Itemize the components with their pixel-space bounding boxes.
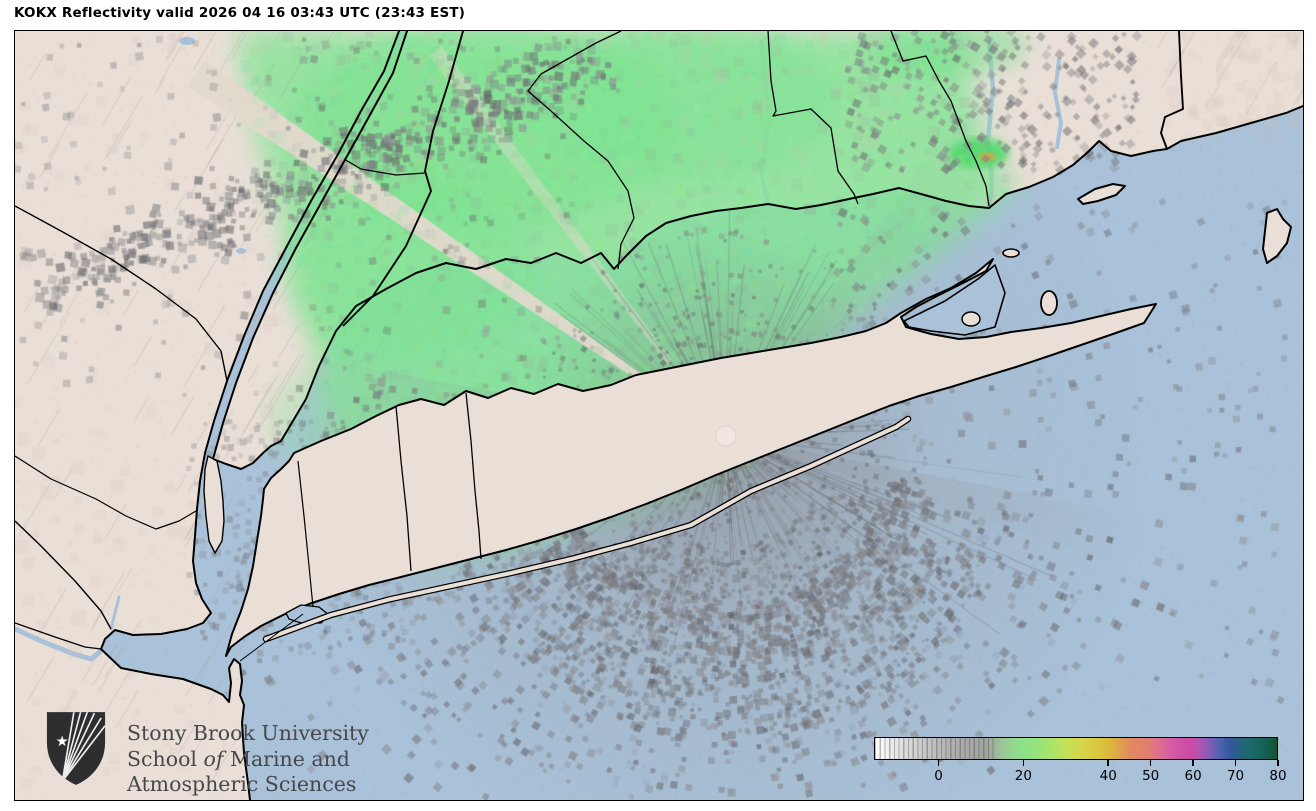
long-island-outline	[225, 258, 1157, 657]
colorbar-tick	[1234, 760, 1237, 766]
colorbar-tick	[1022, 760, 1025, 766]
colorbar-tick	[1192, 760, 1194, 766]
manhattan-outline	[203, 455, 225, 554]
colorbar-tick	[1149, 760, 1152, 766]
reflectivity-colorbar: 0 20 40 50 60 70 80	[874, 737, 1290, 793]
shield-star: ★	[56, 734, 69, 750]
state-county-boundaries	[15, 31, 1184, 662]
map-lines-layer	[15, 31, 1303, 800]
logo-line-3: Atmospheric Sciences	[127, 772, 357, 796]
colorbar-tick	[1277, 760, 1279, 766]
shield-icon: ★	[46, 712, 106, 785]
block-island-outline	[1262, 208, 1292, 264]
logo-text: Stony Brook University School of Marine …	[127, 721, 369, 798]
colorbar-tick-label: 60	[1184, 768, 1202, 784]
plum-island-outline	[1002, 248, 1020, 258]
colorbar-tick	[937, 760, 940, 766]
coastline-west-nj	[100, 31, 400, 800]
radar-site-dot	[715, 425, 737, 447]
colorbar-tick	[1107, 760, 1110, 766]
map-title: KOKX Reflectivity valid 2026 04 16 03:43…	[14, 5, 466, 21]
logo-line-1: Stony Brook University	[127, 721, 369, 745]
colorbar-tick-label: 40	[1099, 768, 1117, 784]
colorbar-tick-label: 0	[934, 768, 943, 784]
barrier-islands	[262, 415, 912, 643]
fishers-island-outline	[1077, 183, 1126, 205]
colorbar-tick-label: 50	[1142, 768, 1160, 784]
logo-line-2: School of Marine and	[127, 746, 350, 771]
radar-map: 0 20 40 50 60 70 80 ★ Stony Brook University S…	[14, 30, 1304, 801]
colorbar-gradient	[874, 737, 1278, 760]
stony-brook-logo: ★ Stony Brook University School of Marin…	[45, 707, 375, 811]
shelter-island-outline	[961, 311, 981, 327]
colorbar-tick-label: 70	[1226, 768, 1245, 784]
colorbar-tick-label: 80	[1269, 768, 1287, 784]
colorbar-tick-label: 20	[1014, 768, 1032, 784]
peconic-outline	[903, 264, 1006, 336]
gardiners-island-outline	[1040, 290, 1058, 316]
